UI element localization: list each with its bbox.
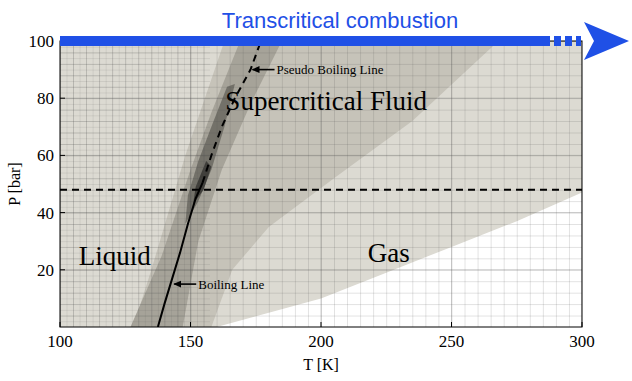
grid-line-y: [60, 155, 582, 156]
region-label: Liquid: [79, 241, 151, 271]
tick-label-y: 20: [37, 261, 54, 280]
title-arrow-dash: [576, 36, 581, 46]
tick-y: [60, 155, 65, 156]
curve: [158, 183, 203, 327]
tick-label-y: 100: [29, 32, 55, 51]
region-label: Gas: [368, 238, 410, 268]
tick-x: [451, 322, 452, 327]
title-arrow-shaft: [60, 36, 550, 46]
y-axis-label: P [bar]: [6, 162, 23, 205]
plot-frame: [60, 41, 582, 327]
annotation: Boiling Line: [198, 277, 264, 292]
chart: 100 150 200 250 300 20 40 60 80 100 T [K] P [bar] Li…: [0, 0, 632, 381]
curve: [60, 189, 582, 191]
title-arrow-head: [584, 22, 629, 60]
tick-label-y: 80: [37, 89, 54, 108]
tick-x: [321, 322, 322, 327]
tick-label-x: 250: [439, 332, 465, 351]
tick-x: [190, 322, 191, 327]
grid-line-x: [451, 41, 452, 327]
tick-label-x: 300: [569, 332, 595, 351]
tick-x: [582, 322, 583, 327]
tick-label-x: 150: [178, 332, 204, 351]
tick-label-x: 200: [308, 332, 334, 351]
page: {"chart_data": {"type": "line", "title":…: [0, 0, 632, 381]
title-arrow-dash: [565, 36, 572, 46]
title-arrow-dash: [554, 36, 561, 46]
tick-label-x: 100: [47, 332, 73, 351]
grid-line-y: [60, 212, 582, 213]
mesh-dense: [60, 41, 210, 327]
plot-area: [60, 41, 582, 327]
region: [60, 41, 582, 327]
title: Transcritical combustion: [222, 8, 458, 33]
region-label: Supercritical Fluid: [225, 86, 427, 116]
annotation: Pseudo Boiling Line: [277, 62, 384, 77]
x-axis-label: T [K]: [303, 356, 339, 373]
tick-y: [60, 98, 65, 99]
tick-label-y: 60: [37, 146, 54, 165]
tick-y: [60, 269, 65, 270]
grid-line-x: [321, 41, 322, 327]
annotation-arrow: [253, 69, 275, 71]
mesh: [60, 41, 582, 327]
tick-y: [60, 212, 65, 213]
tick-label-y: 40: [37, 204, 54, 223]
tick-x: [60, 322, 61, 327]
annotation-arrow: [174, 283, 196, 285]
